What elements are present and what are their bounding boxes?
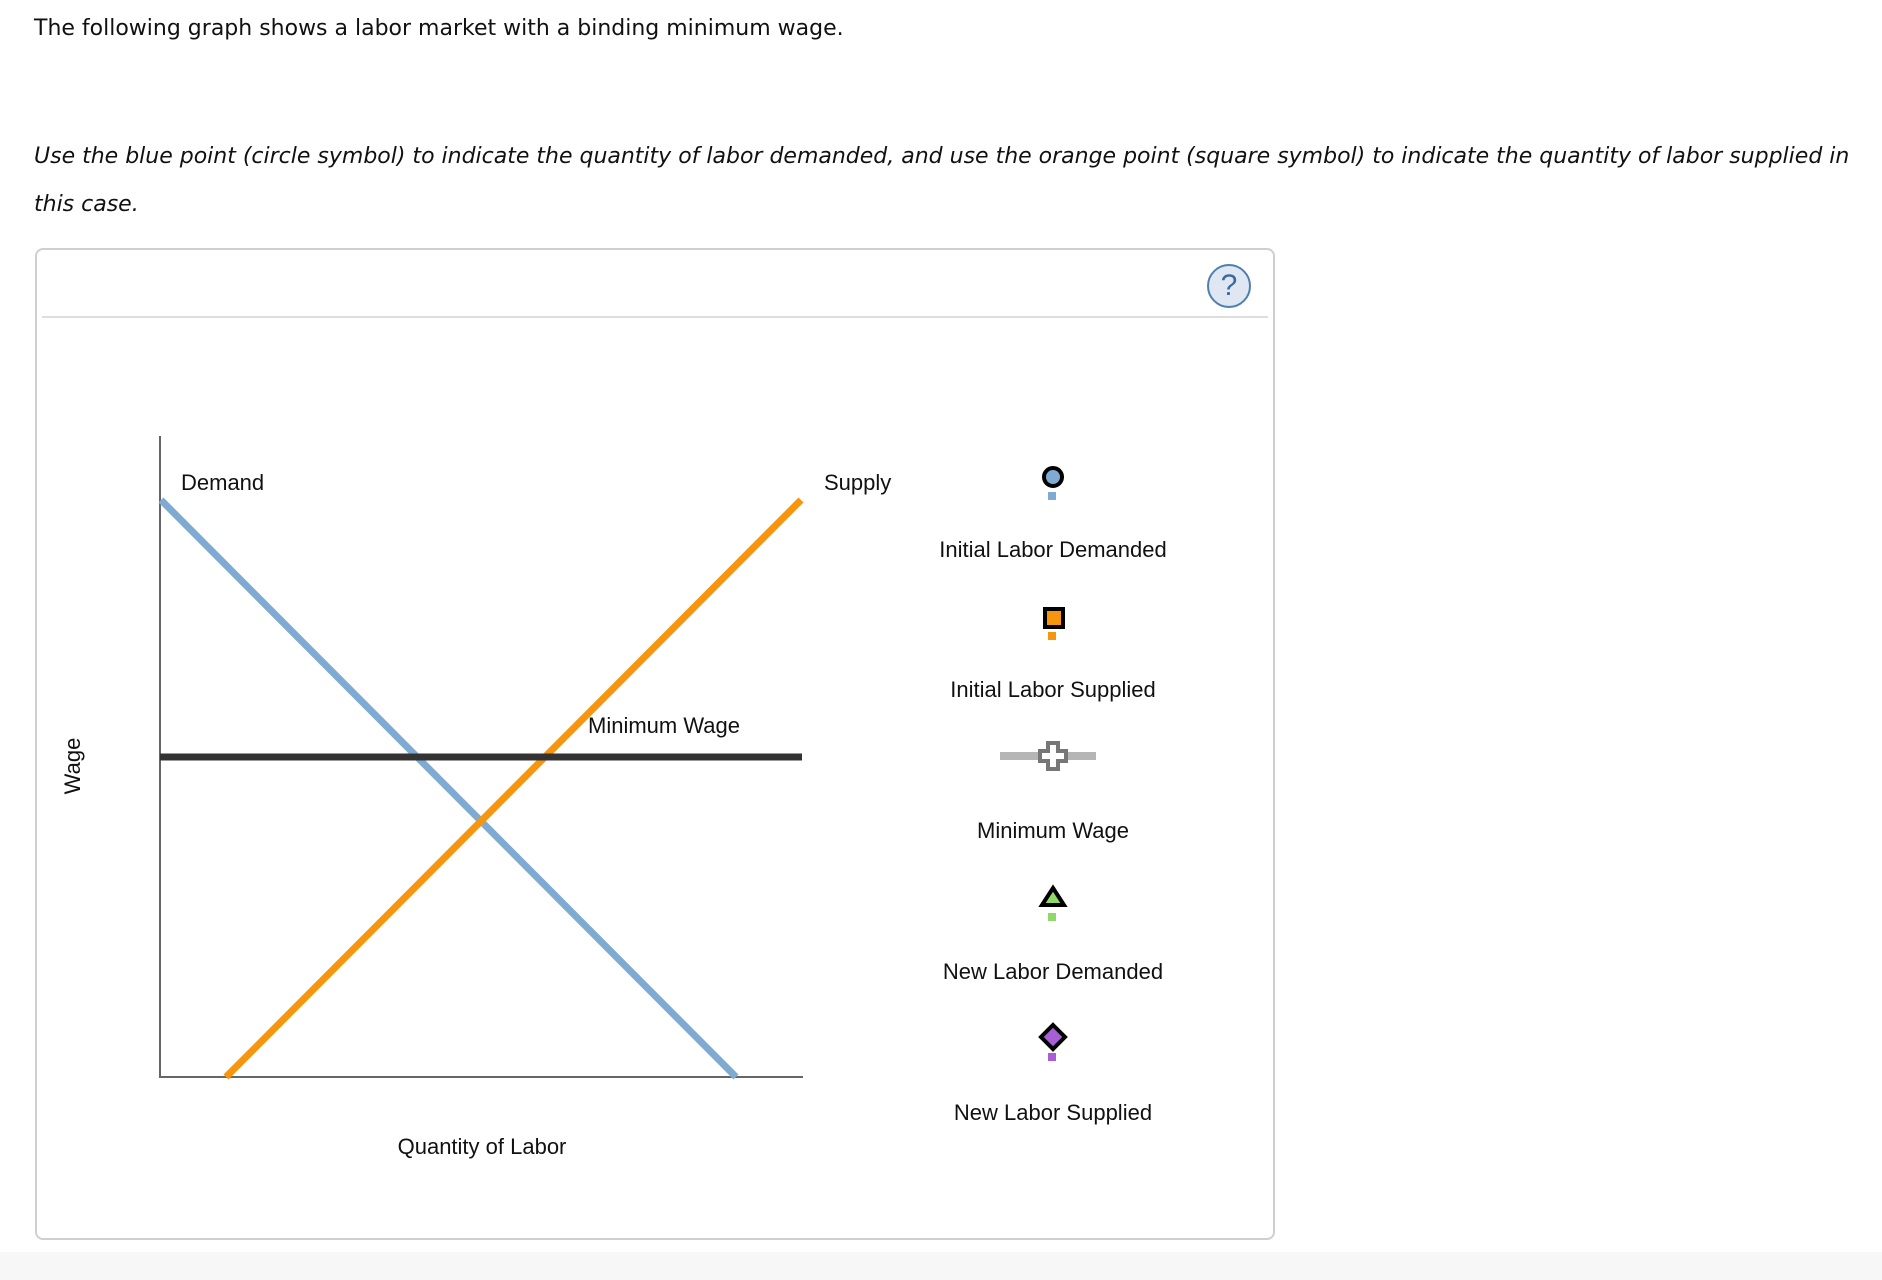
circle-point-swatch (1048, 492, 1056, 500)
legend-label: New Labor Demanded (943, 959, 1163, 984)
triangle-point-swatch (1048, 913, 1056, 921)
x-axis-title: Quantity of Labor (398, 1134, 567, 1159)
minimum-wage-label: Minimum Wage (588, 713, 740, 738)
legend-label: Initial Labor Demanded (939, 537, 1166, 562)
panel-divider (42, 316, 1268, 318)
circle-point-icon[interactable] (1042, 466, 1064, 488)
demand-label: Demand (181, 470, 264, 495)
triangle-point-icon[interactable] (1038, 884, 1068, 907)
graph-panel: ? (35, 248, 1275, 1240)
horizontal-line-tool-icon[interactable] (1038, 741, 1068, 771)
diamond-point-swatch (1048, 1053, 1056, 1061)
legend-item-new-labor-demanded[interactable]: New Labor Demanded (943, 884, 1163, 984)
legend-item-new-labor-supplied[interactable]: New Labor Supplied (954, 1022, 1152, 1125)
diamond-point-icon[interactable] (1038, 1022, 1068, 1052)
legend-label: New Labor Supplied (954, 1100, 1152, 1125)
legend-label: Initial Labor Supplied (950, 677, 1155, 702)
page-footer-band (0, 1252, 1882, 1280)
supply-label: Supply (824, 470, 891, 495)
y-axis-title: Wage (60, 738, 85, 795)
square-point-swatch (1048, 632, 1056, 640)
legend-item-initial-labor-supplied[interactable]: Initial Labor Supplied (950, 607, 1156, 702)
question-intro: The following graph shows a labor market… (34, 16, 844, 41)
legend-label: Minimum Wage (977, 818, 1129, 843)
demand-curve[interactable] (158, 497, 739, 1080)
help-label: ? (1220, 269, 1238, 302)
help-question-icon[interactable]: ? (1207, 264, 1251, 308)
legend-item-initial-labor-demanded[interactable]: Initial Labor Demanded (939, 466, 1167, 562)
legend-item-minimum-wage[interactable]: Minimum Wage (977, 741, 1129, 843)
supply-curve[interactable] (223, 497, 804, 1080)
square-point-icon[interactable] (1043, 607, 1065, 629)
question-instruction: Use the blue point (circle symbol) to in… (34, 144, 1850, 217)
